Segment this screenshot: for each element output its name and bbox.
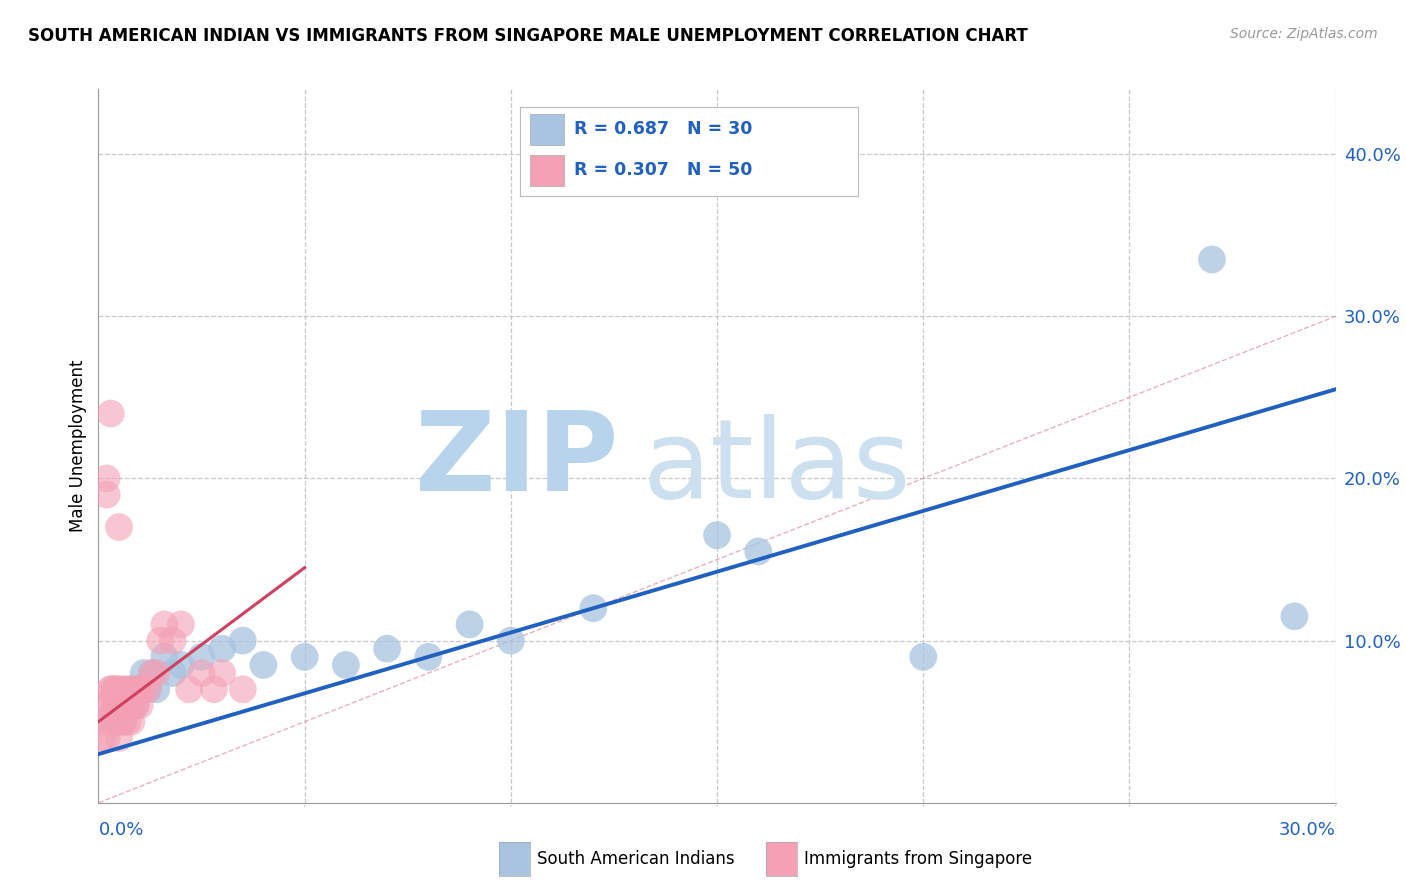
Point xyxy=(128,698,150,713)
Point xyxy=(108,520,131,534)
Text: 30.0%: 30.0% xyxy=(1279,821,1336,838)
Point xyxy=(104,698,127,713)
Point xyxy=(104,714,127,729)
Point xyxy=(141,666,163,681)
Point xyxy=(120,714,142,729)
Point xyxy=(1201,252,1223,267)
Point xyxy=(418,649,440,664)
Point xyxy=(706,528,728,542)
Point xyxy=(190,649,212,664)
Point xyxy=(91,714,114,729)
Point xyxy=(211,641,233,656)
Point xyxy=(458,617,481,632)
Point xyxy=(112,698,135,713)
Point xyxy=(124,698,146,713)
Point xyxy=(128,682,150,697)
Point xyxy=(582,601,605,615)
Point xyxy=(91,731,114,745)
Point xyxy=(136,682,159,697)
Point xyxy=(104,714,127,729)
Point xyxy=(375,641,398,656)
Point xyxy=(104,698,127,713)
Point xyxy=(112,714,135,729)
Point xyxy=(232,633,254,648)
Text: ZIP: ZIP xyxy=(415,407,619,514)
Point xyxy=(153,617,176,632)
Point xyxy=(124,682,146,697)
Point xyxy=(104,682,127,697)
Text: 0.0%: 0.0% xyxy=(98,821,143,838)
Point xyxy=(211,666,233,681)
Y-axis label: Male Unemployment: Male Unemployment xyxy=(69,359,87,533)
FancyBboxPatch shape xyxy=(530,114,564,145)
Point xyxy=(117,682,139,697)
Text: SOUTH AMERICAN INDIAN VS IMMIGRANTS FROM SINGAPORE MALE UNEMPLOYMENT CORRELATION: SOUTH AMERICAN INDIAN VS IMMIGRANTS FROM… xyxy=(28,27,1028,45)
Point xyxy=(190,666,212,681)
Point xyxy=(124,698,146,713)
Text: Source: ZipAtlas.com: Source: ZipAtlas.com xyxy=(1230,27,1378,41)
Point xyxy=(96,471,118,485)
Point xyxy=(132,682,155,697)
Point xyxy=(117,714,139,729)
Point xyxy=(162,666,184,681)
Point xyxy=(112,698,135,713)
Point xyxy=(179,682,201,697)
Point xyxy=(132,666,155,681)
Point xyxy=(294,649,316,664)
Point xyxy=(96,698,118,713)
Point xyxy=(108,698,131,713)
Point xyxy=(104,682,127,697)
Point xyxy=(141,666,163,681)
Text: R = 0.687   N = 30: R = 0.687 N = 30 xyxy=(574,120,752,138)
Point xyxy=(117,698,139,713)
Point xyxy=(128,682,150,697)
Point xyxy=(120,682,142,697)
Point xyxy=(128,682,150,697)
FancyBboxPatch shape xyxy=(530,155,564,186)
Point xyxy=(120,698,142,713)
Point xyxy=(149,633,172,648)
Point xyxy=(1284,609,1306,624)
Point xyxy=(499,633,522,648)
Text: R = 0.307   N = 50: R = 0.307 N = 50 xyxy=(574,161,752,179)
Point xyxy=(100,407,122,421)
Point xyxy=(120,698,142,713)
Point xyxy=(202,682,225,697)
Text: South American Indians: South American Indians xyxy=(537,850,735,868)
Point xyxy=(170,657,193,672)
Point xyxy=(108,682,131,697)
Point xyxy=(136,682,159,697)
Point xyxy=(170,617,193,632)
Point xyxy=(96,731,118,745)
Point xyxy=(100,682,122,697)
Point xyxy=(335,657,357,672)
Point xyxy=(120,682,142,697)
Point xyxy=(252,657,274,672)
Point xyxy=(145,682,167,697)
Point xyxy=(112,682,135,697)
Point xyxy=(117,698,139,713)
Point xyxy=(232,682,254,697)
Point xyxy=(153,649,176,664)
Point xyxy=(100,682,122,697)
Point xyxy=(112,714,135,729)
Point xyxy=(108,731,131,745)
Point xyxy=(912,649,935,664)
Point xyxy=(108,698,131,713)
Point xyxy=(96,488,118,502)
Text: atlas: atlas xyxy=(643,414,911,521)
Point xyxy=(108,714,131,729)
Point xyxy=(100,714,122,729)
Text: Immigrants from Singapore: Immigrants from Singapore xyxy=(804,850,1032,868)
Point xyxy=(100,698,122,713)
Point xyxy=(145,666,167,681)
Point xyxy=(162,633,184,648)
Point xyxy=(747,544,769,558)
